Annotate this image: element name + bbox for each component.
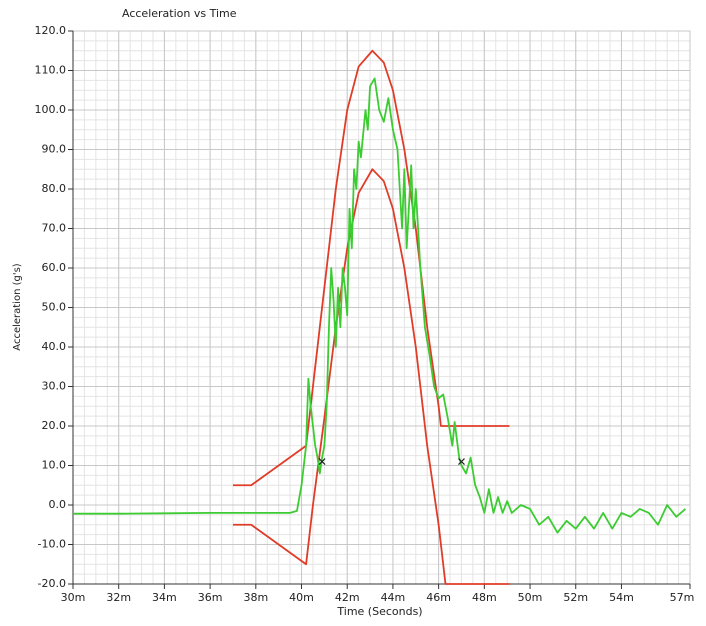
y-tick-label: 10.0 xyxy=(42,459,67,472)
y-axis-label: Acceleration (g's) xyxy=(12,263,23,351)
x-tick-label: 40m xyxy=(289,591,314,604)
data-line xyxy=(232,168,510,585)
x-tick-label: 42m xyxy=(335,591,360,604)
x-tick-label: 52m xyxy=(563,591,588,604)
y-tick-label: 40.0 xyxy=(42,340,67,353)
x-axis-label: Time (Seconds) xyxy=(336,605,422,618)
x-tick-label: 32m xyxy=(106,591,131,604)
y-tick-label: -20.0 xyxy=(38,577,66,590)
x-tick-label: 38m xyxy=(243,591,268,604)
y-tick-label: -10.0 xyxy=(38,538,66,551)
y-tick-label: 60.0 xyxy=(42,261,67,274)
x-tick-label: 54m xyxy=(609,591,634,604)
x-tick-label: 50m xyxy=(518,591,543,604)
y-tick-label: 70.0 xyxy=(42,222,67,235)
x-tick-label: 44m xyxy=(381,591,406,604)
data-line xyxy=(232,49,510,487)
y-tick-label: 120.0 xyxy=(35,24,67,37)
x-tick-label: 57m xyxy=(670,591,695,604)
data-marker xyxy=(458,458,465,465)
y-tick-label: 100.0 xyxy=(35,103,67,116)
data-marker xyxy=(318,458,326,465)
x-tick-label: 34m xyxy=(152,591,177,604)
y-tick-label: 110.0 xyxy=(35,64,67,77)
x-tick-label: 46m xyxy=(426,591,451,604)
x-tick-label: 36m xyxy=(198,591,223,604)
chart-title: Acceleration vs Time xyxy=(122,7,237,20)
y-tick-label: 90.0 xyxy=(42,143,67,156)
x-tick-label: 30m xyxy=(61,591,86,604)
y-tick-label: 80.0 xyxy=(42,182,67,195)
y-tick-label: 50.0 xyxy=(42,301,67,314)
y-tick-label: 30.0 xyxy=(42,380,67,393)
y-tick-label: 0.0 xyxy=(49,498,67,511)
x-tick-label: 48m xyxy=(472,591,497,604)
y-tick-label: 20.0 xyxy=(42,419,67,432)
